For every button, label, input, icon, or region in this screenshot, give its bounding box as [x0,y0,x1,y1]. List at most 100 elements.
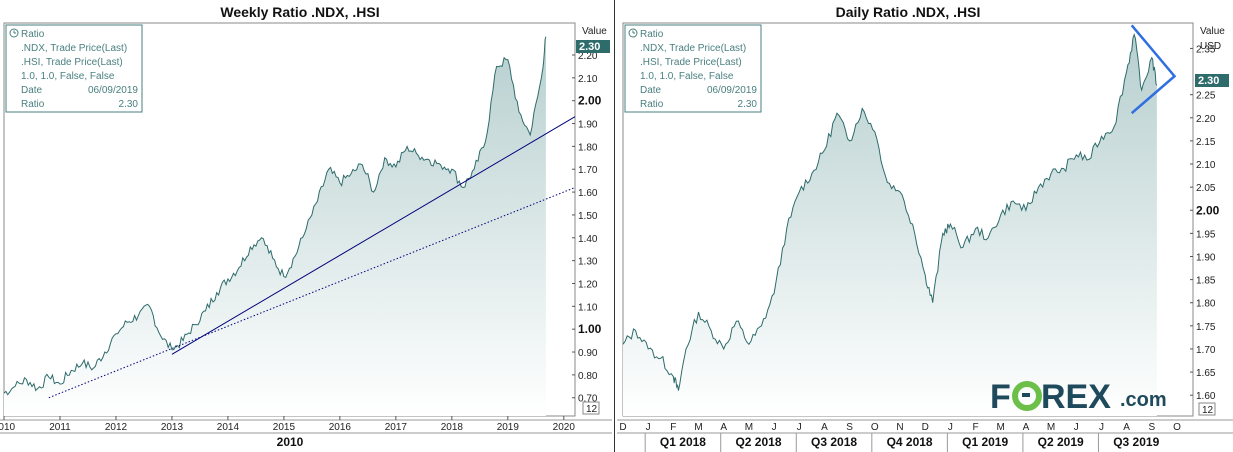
right-x-tick-label: O [1173,422,1181,433]
right-x-tick-label: M [997,422,1005,433]
left-x-tick-label: 2010 [0,422,16,433]
right-x-tick-label: J [797,422,802,433]
left-x-tick-label: 2013 [161,422,184,433]
right-y-tick-label: 1.85 [1196,276,1216,287]
right-y-axis: 1.60 1.65 1.70 1.75 1.80 1.85 1.90 1.95 2.00 2.05… [1190,44,1220,402]
left-y-tick-label: 1.60 [578,188,598,199]
legend-ratio-value: 2.30 [119,99,139,110]
trendline-solid [171,116,576,355]
left-x-tick-label: 2018 [441,422,464,433]
left-ratio-area [3,36,547,416]
legend-line: 1.0, 1.0, False, False [640,71,734,82]
left-x-tick-label: 2015 [273,422,296,433]
right-y-tick-label: 1.70 [1196,345,1216,356]
right-x-tick-label: J [1099,422,1104,433]
logo-suffix: .com [1120,389,1167,411]
right-y-tick-label: 1.80 [1196,299,1216,310]
right-y-tick-label: 1.65 [1196,368,1216,379]
right-y-tick-label: 2.10 [1196,160,1216,171]
legend-line: Ratio [21,29,45,40]
legend-line: 1.0, 1.0, False, False [21,71,115,82]
legend-date-label: Date [640,85,662,96]
left-y-tick-label: 1.40 [578,234,598,245]
right-chart-title: Daily Ratio .NDX, .HSI [836,4,981,20]
left-axis-header: Value [582,26,607,37]
logo-text-right: REX [1041,378,1111,416]
right-y-tick-label: 2.25 [1196,91,1216,102]
legend-line: .NDX, Trade Price(Last) [21,43,127,54]
right-y-tick-label: 1.90 [1196,252,1216,263]
legend-line: .NDX, Trade Price(Last) [640,43,746,54]
right-scale-box [1198,402,1216,416]
right-ratio-area [622,32,1158,416]
right-x-tick-label: N [896,422,903,433]
left-y-tick-label: 1.70 [578,165,598,176]
right-ratio-fill [623,34,1157,416]
left-x-tick-label: 2012 [105,422,128,433]
right-quarter-label: Q1 2019 [962,435,1008,449]
legend-line: .HSI, Trade Price(Last) [21,57,123,68]
right-x-tick-label: J [646,422,651,433]
right-axis-header: Value [1200,26,1225,37]
right-x-tick-label: S [846,422,853,433]
left-y-tick-label: 1.20 [578,279,598,290]
right-x-tick-label: D [922,422,929,433]
right-y-tick-label: 1.95 [1196,229,1216,240]
legend-line: Ratio [640,29,664,40]
right-x-tick-label: A [821,422,828,433]
left-y-tick-label: 1.00 [578,322,602,336]
right-ratio-line [622,32,1158,391]
left-ratio-line [3,36,547,396]
right-y-tick-label: 1.75 [1196,322,1216,333]
left-y-tick-label: 1.30 [578,257,598,268]
clock-icon [628,28,638,38]
left-y-tick-label: 0.70 [578,394,598,405]
left-y-tick-label: 1.50 [578,211,598,222]
left-x-tick-label: 2017 [385,422,408,433]
right-y-tick-label: 1.60 [1196,391,1216,402]
left-y-tick-label: 0.80 [578,371,598,382]
legend-date-label: Date [21,85,43,96]
left-y-tick-label: 1.10 [578,302,598,313]
right-x-tick-label: J [772,422,777,433]
right-x-tick-label: A [720,422,727,433]
forex-logo: F REX .com [990,378,1167,416]
weekly-ratio-chart: Weekly Ratio .NDX, .HSI Value 0.700.800.… [0,4,612,449]
daily-ratio-chart: Daily Ratio .NDX, .HSI Value USD 1.60 1.6… [617,4,1233,452]
right-y-tick-label: 2.20 [1196,114,1216,125]
right-scale-box-label: 12 [1202,405,1214,416]
right-quarter-label: Q2 2018 [735,435,781,449]
legend-ratio-value: 2.30 [738,99,758,110]
left-scale-box-label: 12 [586,404,598,415]
chart-divider [614,0,615,452]
right-x-tick-label: S [1148,422,1155,433]
right-x-tick-label: F [972,422,978,433]
right-x-tick-label: J [1074,422,1079,433]
left-ratio-fill [4,36,546,416]
left-value-badge [576,40,610,53]
right-quarter-label: Q1 2018 [660,435,706,449]
left-x-tick-label: 2011 [49,422,71,433]
right-x-tick-label: M [1047,422,1055,433]
legend-date-value: 06/09/2019 [707,85,757,96]
right-y-tick-label: 2.35 [1196,44,1216,55]
right-axis-unit: USD [1200,41,1221,52]
right-x-tick-label: F [670,422,676,433]
right-chevron-annotation [1130,24,1177,115]
left-chart-title: Weekly Ratio .NDX, .HSI [220,4,379,20]
right-quarter-label: Q2 2019 [1038,435,1084,449]
left-legend: Ratio .NDX, Trade Price(Last) .HSI, Trad… [5,24,143,113]
left-x-tick-label: 2020 [553,422,576,433]
left-y-tick-label: 2.00 [578,94,602,108]
right-quarter-label: Q4 2018 [887,435,933,449]
left-y-axis: 0.70 0.80 0.90 1.00 1.10 1.20 1.30 1.40 1.50 1.60… [572,51,602,405]
right-x-tick-label: A [1123,422,1130,433]
logo-o-icon [1012,381,1042,411]
left-value-badge-label: 2.30 [579,41,600,53]
chevron-annotation-line [1130,24,1177,115]
left-trendlines [48,116,576,399]
right-y-tick-label: 2.15 [1196,137,1216,148]
right-x-tick-label: D [619,422,626,433]
right-value-badge [1195,74,1229,87]
